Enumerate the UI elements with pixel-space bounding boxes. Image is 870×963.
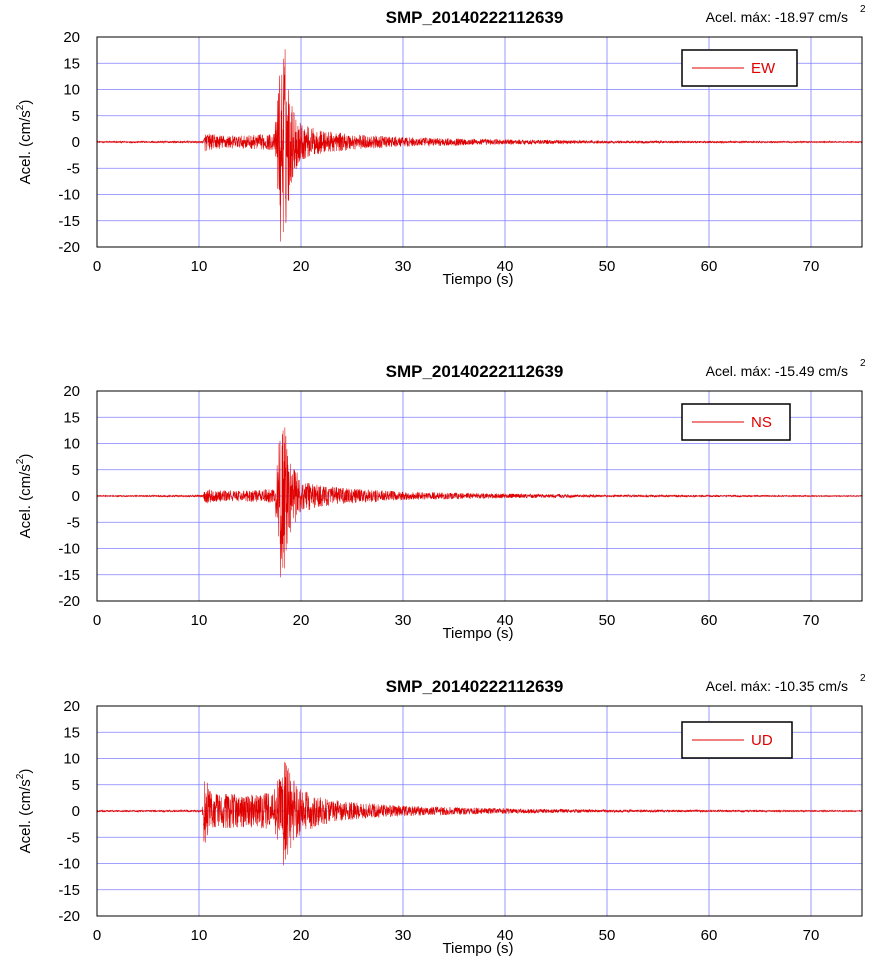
chart-panel-2: SMP_20140222112639 Acel. máx: -15.49 cm/s… — [15, 358, 866, 642]
x-tick-label: 60 — [701, 927, 718, 944]
x-tick-label: 20 — [293, 927, 310, 944]
x-tick-label: 20 — [293, 612, 310, 629]
y-tick-label: 15 — [63, 724, 80, 741]
peak-unit-superscript: 2 — [860, 4, 866, 15]
x-axis-label: Tiempo (s) — [442, 271, 513, 288]
x-tick-label: 10 — [191, 258, 208, 275]
y-tick-label: -10 — [58, 541, 80, 558]
y-axis-label: Acel. (cm/s2) — [15, 454, 34, 539]
peak-acceleration-label: Acel. máx: -10.35 cm/s — [706, 678, 848, 694]
y-axis-label: Acel. (cm/s2) — [15, 100, 34, 185]
y-axis-label: Acel. (cm/s2) — [15, 769, 34, 854]
x-tick-label: 0 — [93, 927, 101, 944]
x-tick-label: 70 — [803, 612, 820, 629]
x-tick-label: 50 — [599, 258, 616, 275]
y-tick-label: -15 — [58, 213, 80, 230]
waveform-ud — [96, 762, 863, 866]
legend: NS — [681, 403, 791, 441]
y-tick-label: 10 — [63, 82, 80, 99]
x-tick-label: 30 — [395, 612, 412, 629]
y-tick-label: 20 — [63, 698, 80, 715]
x-tick-label: 10 — [191, 927, 208, 944]
chart-panel-3: SMP_20140222112639 Acel. máx: -10.35 cm/s… — [15, 673, 866, 957]
x-tick-label: 70 — [803, 258, 820, 275]
legend-label: UD — [751, 732, 773, 749]
chart-panel-1: SMP_20140222112639 Acel. máx: -18.97 cm/s… — [15, 4, 866, 288]
x-tick-label: 10 — [191, 612, 208, 629]
y-tick-label: 5 — [72, 462, 80, 479]
plot-frame — [96, 705, 863, 917]
y-tick-label: 20 — [63, 383, 80, 400]
chart-title: SMP_20140222112639 — [386, 677, 564, 696]
legend-label: NS — [751, 414, 772, 431]
chart-title: SMP_20140222112639 — [386, 8, 564, 27]
x-axis-label: Tiempo (s) — [442, 940, 513, 957]
x-tick-label: 40 — [497, 927, 514, 944]
y-tick-label: -5 — [67, 829, 80, 846]
y-tick-label: -20 — [58, 239, 80, 256]
waveform-ns — [96, 427, 862, 578]
x-tick-label: 50 — [599, 927, 616, 944]
y-tick-label: -20 — [58, 908, 80, 925]
x-tick-label: 50 — [599, 612, 616, 629]
peak-unit-superscript: 2 — [860, 673, 866, 684]
chart-title: SMP_20140222112639 — [386, 362, 564, 381]
peak-unit-superscript: 2 — [860, 358, 866, 369]
x-tick-label: 0 — [93, 258, 101, 275]
x-tick-label: 0 — [93, 612, 101, 629]
y-tick-label: 10 — [63, 436, 80, 453]
y-tick-label: -15 — [58, 567, 80, 584]
plot-frame — [96, 36, 863, 248]
x-tick-label: 60 — [701, 612, 718, 629]
y-tick-label: 20 — [63, 29, 80, 46]
x-tick-label: 20 — [293, 258, 310, 275]
y-tick-label: -5 — [67, 160, 80, 177]
peak-acceleration-label: Acel. máx: -18.97 cm/s — [706, 9, 848, 25]
legend-label: EW — [751, 60, 776, 77]
legend: UD — [681, 721, 793, 759]
y-tick-label: 15 — [63, 409, 80, 426]
x-tick-label: 60 — [701, 258, 718, 275]
x-tick-label: 30 — [395, 258, 412, 275]
x-tick-label: 40 — [497, 612, 514, 629]
y-tick-label: 5 — [72, 108, 80, 125]
y-tick-label: -5 — [67, 514, 80, 531]
y-tick-label: -20 — [58, 593, 80, 610]
y-tick-label: 15 — [63, 55, 80, 72]
peak-acceleration-label: Acel. máx: -15.49 cm/s — [706, 363, 848, 379]
y-tick-label: -15 — [58, 882, 80, 899]
waveform-ew — [96, 49, 863, 242]
y-tick-label: -10 — [58, 187, 80, 204]
y-tick-label: -10 — [58, 856, 80, 873]
y-tick-label: 0 — [72, 134, 80, 151]
y-tick-label: 10 — [63, 751, 80, 768]
y-tick-label: 5 — [72, 777, 80, 794]
x-axis-label: Tiempo (s) — [442, 625, 513, 642]
y-tick-label: 0 — [72, 488, 80, 505]
plot-frame — [96, 390, 863, 602]
x-tick-label: 40 — [497, 258, 514, 275]
x-tick-label: 30 — [395, 927, 412, 944]
legend: EW — [681, 49, 798, 87]
y-tick-label: 0 — [72, 803, 80, 820]
x-tick-label: 70 — [803, 927, 820, 944]
